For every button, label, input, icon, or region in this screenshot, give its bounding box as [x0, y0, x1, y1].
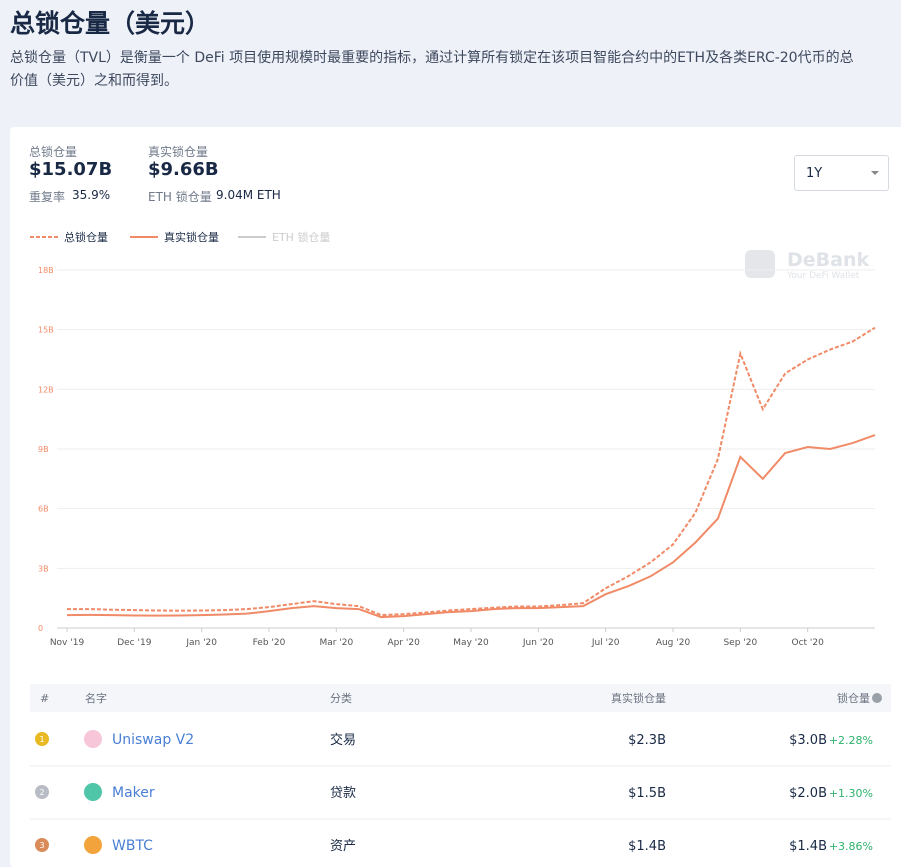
rank: 2 — [39, 788, 44, 797]
y-tick-label: 12B — [38, 385, 54, 394]
medal — [35, 838, 49, 852]
x-tick-label: Jun '20 — [522, 638, 554, 648]
medal — [35, 785, 49, 799]
legend-label: ETH 锁仓量 — [272, 230, 330, 244]
protocol-name: WBTC — [112, 838, 153, 854]
x-tick-label: Nov '19 — [50, 638, 85, 648]
x-tick-label: Aug '20 — [656, 638, 691, 648]
watermark-logo — [745, 250, 775, 278]
x-tick-label: Apr '20 — [387, 638, 420, 648]
change: +1.30% — [829, 787, 873, 800]
tvl: $2.0B — [789, 786, 827, 801]
watermark: DeBank — [787, 249, 869, 271]
protocol-icon — [84, 730, 102, 748]
stat-label: ETH 锁仓量 — [148, 190, 212, 204]
real-tvl: $1.5B — [628, 786, 666, 801]
protocol-icon — [84, 783, 102, 801]
column-header: 锁仓量 — [837, 691, 870, 705]
tvl: $3.0B — [789, 733, 827, 748]
stat-value: $9.66B — [148, 159, 219, 180]
rank: 1 — [39, 735, 44, 744]
help-icon — [872, 693, 882, 703]
category: 贷款 — [330, 786, 356, 801]
x-tick-label: Sep '20 — [723, 638, 757, 648]
y-tick-label: 15B — [38, 326, 54, 335]
legend-label: 总锁仓量 — [64, 230, 108, 244]
range-select[interactable]: 1Y — [794, 155, 889, 191]
protocol-name: Maker — [112, 785, 155, 801]
watermark: Your DeFi Wallet — [786, 271, 860, 281]
legend-label: 真实锁仓量 — [164, 230, 219, 244]
table-header — [30, 684, 891, 712]
x-tick-label: Dec '19 — [117, 638, 151, 648]
x-tick-label: Feb '20 — [253, 638, 286, 648]
column-header: 分类 — [330, 691, 352, 705]
column-header: 名字 — [85, 691, 107, 705]
stat-value: $15.07B — [29, 159, 113, 180]
category: 资产 — [330, 839, 356, 854]
stat-value: 9.04M ETH — [216, 188, 281, 202]
y-tick-label: 18B — [38, 266, 54, 275]
x-tick-label: Oct '20 — [791, 638, 824, 648]
change: +2.28% — [829, 734, 873, 747]
stat-label: 真实锁仓量 — [148, 145, 209, 159]
page-title: 总锁仓量（美元） — [10, 9, 211, 38]
protocol-name: Uniswap V2 — [112, 732, 194, 748]
x-tick-label: May '20 — [453, 638, 489, 648]
series-line — [66, 434, 876, 619]
stat-value: 35.9% — [72, 188, 111, 202]
medal — [35, 732, 49, 746]
category: 交易 — [330, 732, 356, 748]
y-tick-label: 0 — [38, 624, 43, 633]
real-tvl: $1.4B — [628, 839, 666, 854]
x-tick-label: Jul '20 — [591, 638, 620, 648]
stat-label: 重复率 — [29, 190, 66, 204]
y-tick-label: 6B — [38, 505, 49, 514]
x-tick-label: Mar '20 — [319, 638, 353, 648]
protocol-icon — [84, 836, 102, 854]
caret — [871, 171, 879, 179]
rank: 3 — [39, 841, 44, 850]
series-line — [67, 326, 876, 617]
range-value: 1Y — [806, 166, 823, 181]
y-tick-label: 9B — [38, 445, 49, 454]
stat-label: 总锁仓量 — [29, 145, 78, 159]
real-tvl: $2.3B — [628, 733, 666, 748]
column-header: # — [40, 692, 49, 705]
tvl: $1.4B — [789, 839, 827, 854]
y-tick-label: 3B — [38, 564, 49, 573]
change: +3.86% — [829, 840, 873, 853]
description: 价值（美元）之和而得到。 — [10, 73, 178, 89]
x-tick-label: Jan '20 — [185, 638, 217, 648]
column-header: 真实锁仓量 — [611, 691, 666, 705]
description: 总锁仓量（TVL）是衡量一个 DeFi 项目使用规模时最重要的指标，通过计算所有… — [10, 50, 854, 66]
